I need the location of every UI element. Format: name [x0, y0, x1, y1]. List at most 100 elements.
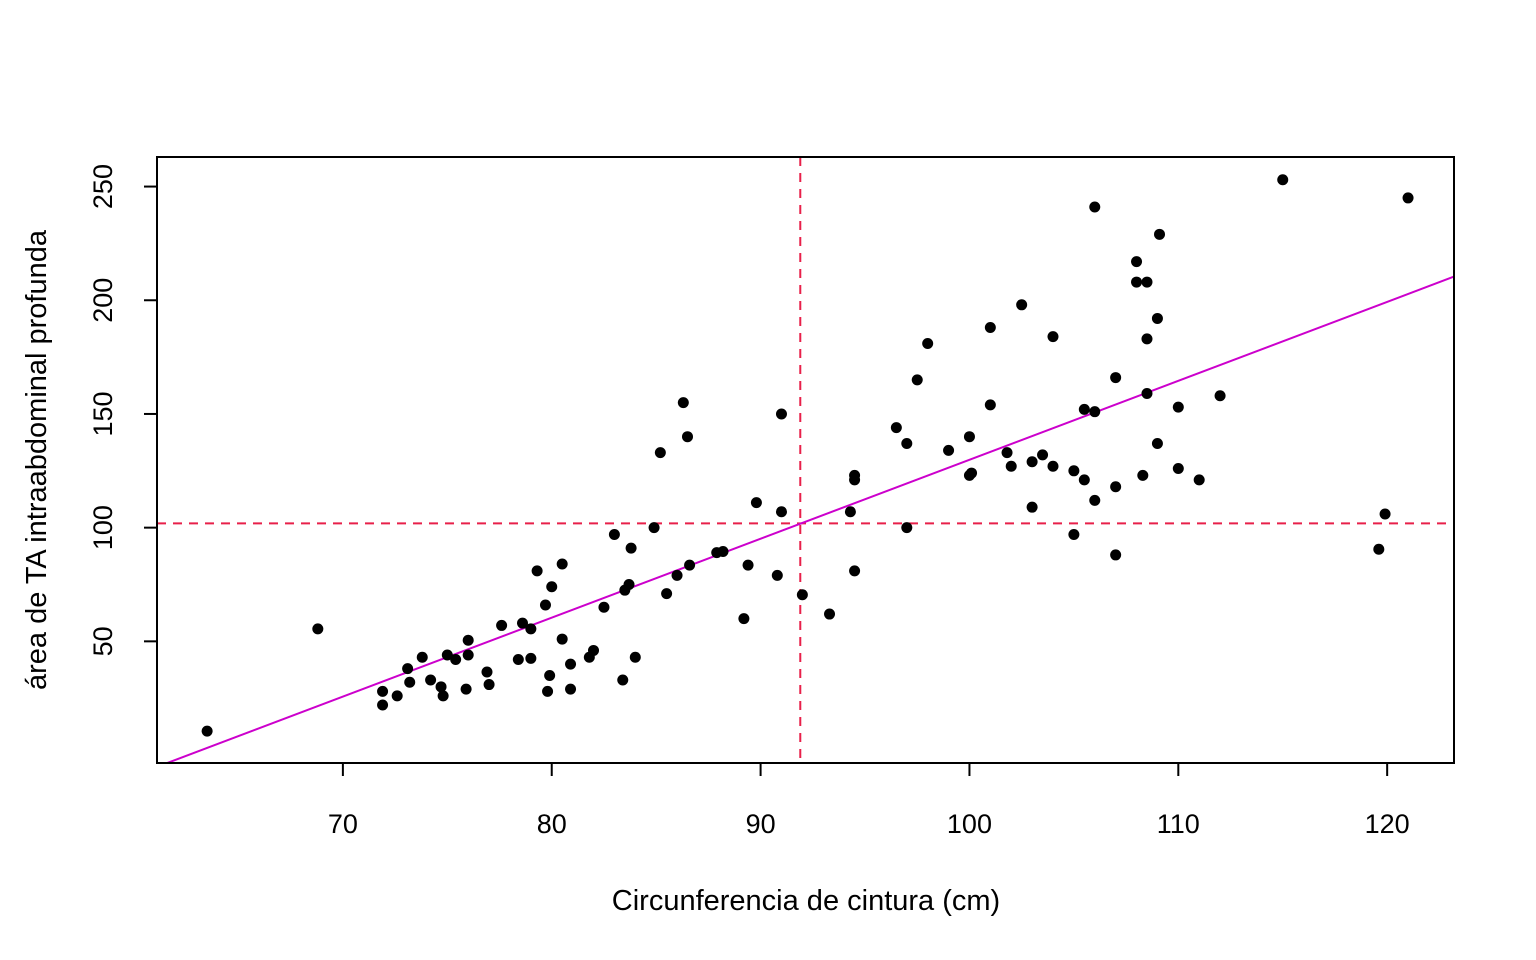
data-point — [539, 599, 551, 611]
data-point — [1047, 331, 1059, 343]
x-axis-title: Circunferencia de cintura (cm) — [612, 885, 1000, 917]
data-point — [1089, 494, 1101, 506]
data-point — [943, 444, 955, 456]
data-point — [775, 506, 787, 518]
data-point — [201, 725, 213, 737]
x-tick-label: 110 — [1157, 809, 1200, 839]
data-point — [496, 619, 508, 631]
data-point — [556, 633, 568, 645]
data-point — [1001, 447, 1013, 459]
data-point — [1402, 192, 1414, 204]
data-point — [1089, 406, 1101, 418]
x-axis: 70 80 90 100 110 120 — [328, 762, 1410, 839]
x-tick-label: 80 — [537, 809, 567, 839]
data-point — [1277, 174, 1289, 186]
data-point — [1005, 460, 1017, 472]
data-point — [717, 546, 729, 558]
marks-layer — [157, 157, 1454, 763]
data-point — [1379, 508, 1391, 520]
data-point — [901, 438, 913, 450]
data-point — [516, 617, 528, 629]
data-point — [437, 690, 449, 702]
data-point — [677, 397, 689, 409]
plot-frame — [156, 156, 1455, 764]
y-axis-title: área de TA intraabdominal profunda — [21, 229, 53, 690]
data-point — [684, 559, 696, 571]
x-tick-label: 70 — [328, 809, 358, 839]
data-point — [849, 469, 861, 481]
data-point — [1089, 201, 1101, 213]
y-tick-label: 200 — [88, 278, 118, 323]
data-point — [1026, 501, 1038, 513]
data-point — [1141, 276, 1153, 288]
data-point — [608, 528, 620, 540]
data-point — [1110, 549, 1122, 561]
data-point — [629, 651, 641, 663]
data-point — [556, 558, 568, 570]
data-point — [1172, 463, 1184, 475]
data-point — [416, 651, 428, 663]
y-tick-label: 250 — [88, 164, 118, 209]
data-point — [544, 669, 556, 681]
x-tick-label: 100 — [947, 809, 992, 839]
data-point — [525, 623, 537, 635]
y-tick-label: 150 — [88, 391, 118, 436]
data-point — [984, 322, 996, 334]
y-tick-label: 50 — [88, 626, 118, 656]
data-point — [460, 683, 472, 695]
data-point — [435, 681, 447, 693]
data-point — [312, 623, 324, 635]
data-point — [531, 565, 543, 577]
data-point — [483, 679, 495, 691]
data-point — [775, 408, 787, 420]
data-point — [481, 666, 493, 678]
data-point — [742, 559, 754, 571]
data-point — [1078, 474, 1090, 486]
data-point — [1193, 474, 1205, 486]
data-point — [671, 569, 683, 581]
regression-line — [164, 275, 1454, 763]
data-point — [738, 613, 750, 625]
data-point — [1110, 372, 1122, 384]
data-point — [546, 581, 558, 593]
data-point — [1172, 401, 1184, 413]
data-point — [796, 589, 808, 601]
x-tick-label: 90 — [746, 809, 776, 839]
x-tick-label: 120 — [1365, 809, 1410, 839]
data-point — [1037, 449, 1049, 461]
data-point — [1154, 228, 1166, 240]
data-point — [377, 685, 389, 697]
data-point — [1110, 481, 1122, 493]
data-point — [402, 663, 414, 675]
data-point — [1131, 256, 1143, 268]
data-point — [542, 685, 554, 697]
data-point — [565, 658, 577, 670]
data-point — [425, 674, 437, 686]
data-point — [623, 578, 635, 590]
data-point — [844, 506, 856, 518]
data-point — [525, 652, 537, 664]
data-point — [648, 522, 660, 534]
data-point — [1026, 456, 1038, 468]
data-point — [654, 447, 666, 459]
data-point — [625, 542, 637, 554]
data-point — [565, 683, 577, 695]
data-point — [1137, 469, 1149, 481]
data-point — [1214, 390, 1226, 402]
data-point — [588, 644, 600, 656]
data-point — [911, 374, 923, 386]
data-point — [450, 654, 462, 666]
data-point — [1151, 438, 1163, 450]
y-axis: 50 100 150 200 250 — [88, 164, 158, 656]
data-point — [462, 634, 474, 646]
data-point — [771, 569, 783, 581]
data-point — [377, 699, 389, 711]
data-point — [984, 399, 996, 411]
data-point — [404, 676, 416, 688]
data-point — [441, 649, 453, 661]
data-point — [1068, 465, 1080, 477]
data-point — [1141, 333, 1153, 345]
data-point — [963, 431, 975, 443]
data-point — [890, 422, 902, 434]
data-point — [681, 431, 693, 443]
